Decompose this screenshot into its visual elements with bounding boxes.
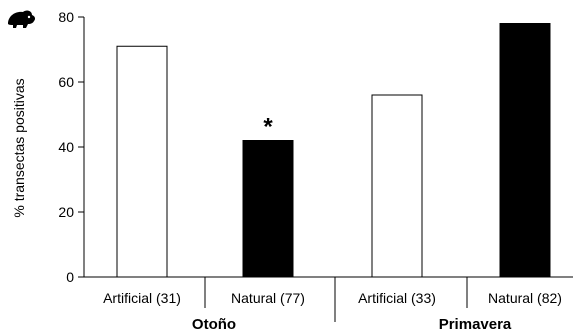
y-tick-label: 60 [58,74,74,90]
y-ticks: 0 20 40 60 80 [58,9,84,285]
significance-asterisk: * [263,114,273,141]
bar-2 [242,140,294,278]
x-tick-label: Artificial (33) [358,290,436,306]
x-tick-label: Natural (77) [231,290,305,306]
group-label-primavera: Primavera [439,316,512,333]
rodent-icon [8,10,36,28]
group-label-otono: Otoño [192,316,236,333]
x-tick-labels: Artificial (31) Natural (77) Artificial (3… [103,290,562,306]
y-tick-label: 20 [58,204,74,220]
x-tick-label: Natural (82) [488,290,562,306]
y-tick-label: 40 [58,139,74,155]
y-tick-label: 0 [66,269,74,285]
bars [116,23,551,278]
x-tick-label: Artificial (31) [103,290,181,306]
y-tick-label: 80 [58,9,74,25]
bar-3 [371,94,423,278]
bar-1 [116,45,168,278]
y-axis-label: % transectas positivas [11,78,27,217]
bar-4 [499,23,551,278]
